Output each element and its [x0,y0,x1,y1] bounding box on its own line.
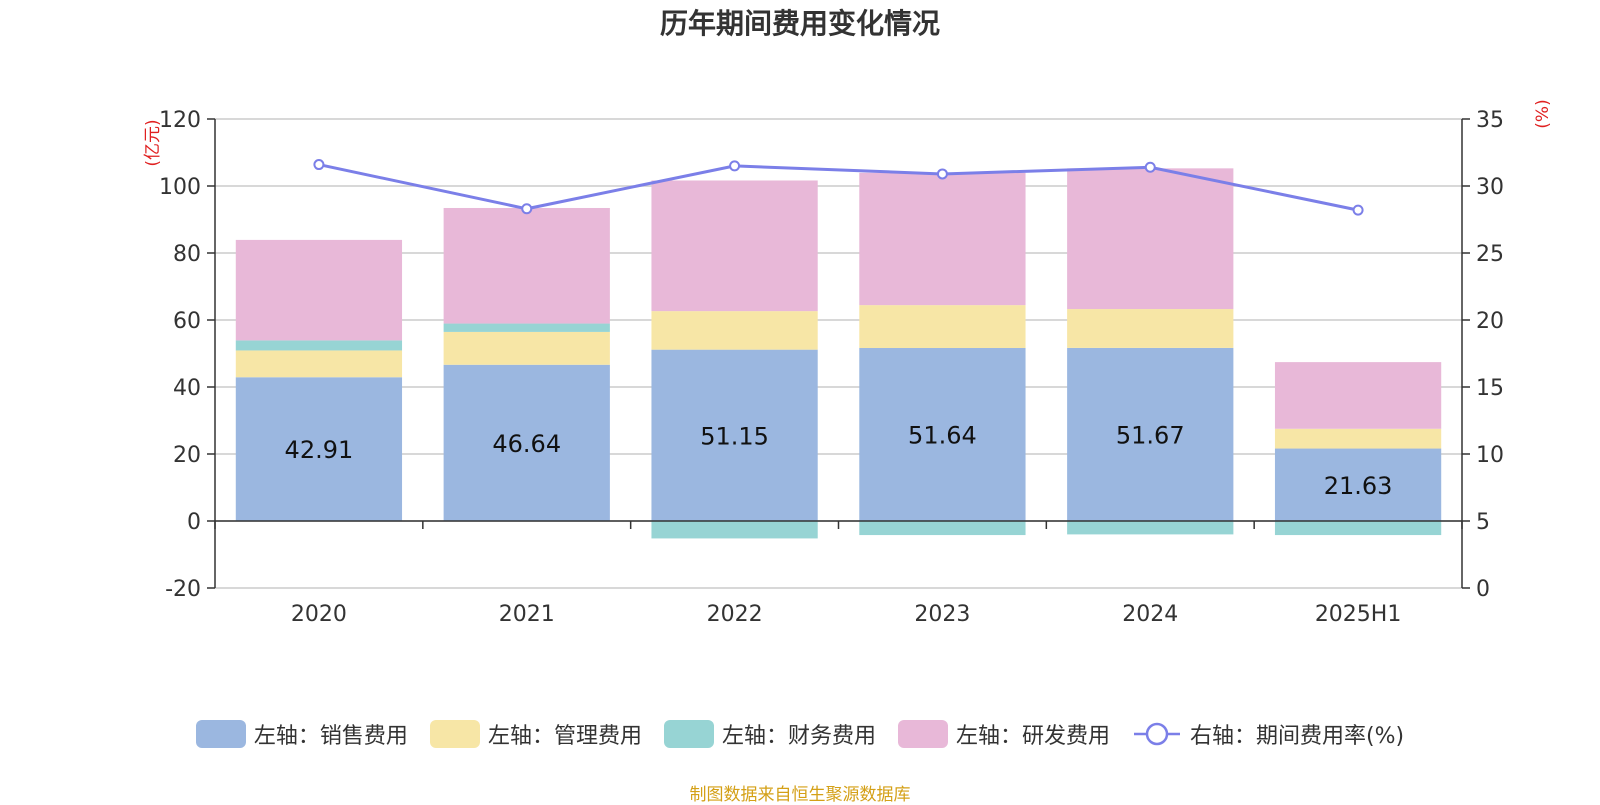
legend-item[interactable]: 左轴：销售费用 [195,718,408,750]
legend-label: 右轴：期间费用率(%) [1189,724,1405,749]
legend: 左轴：销售费用 左轴：管理费用 左轴：财务费用 左轴：研发费用 右轴：期间费用率(%) [0,718,1600,750]
bar-segment [1274,521,1442,536]
legend-swatch [195,720,246,748]
rate-line [313,159,1364,216]
right-tick-label: 30 [1476,175,1504,200]
left-tick-label: 60 [173,309,201,334]
bar-segment [1067,309,1234,348]
bar-segment [1067,347,1234,521]
right-tick-label: 20 [1476,309,1504,334]
legend-label: 左轴：销售费用 [253,724,408,749]
legend-swatch [663,720,714,748]
left-tick-label: 0 [187,510,201,535]
source-note: 制图数据来自恒生聚源数据库 [689,785,911,805]
bar-segment [1067,521,1234,535]
bar-segment [859,521,1026,536]
rate-point [729,160,741,172]
left-tick-label: 100 [159,175,201,200]
bar-value-label: 51.64 [908,422,977,450]
bar-segment [443,331,610,365]
bar-segment [859,348,1026,521]
chart-title: 历年期间费用变化情况 [659,7,940,40]
bar-value-label: 46.64 [492,430,561,458]
bar-segment [443,323,610,332]
bar-value-label: 21.63 [1324,472,1393,500]
legend-label: 左轴：研发费用 [955,724,1110,749]
left-tick-label: -20 [165,577,201,602]
legend-line-marker-icon [1133,722,1180,746]
x-tick-label: 2025H1 [1315,602,1402,627]
bar-segment [235,340,403,351]
legend-swatch [897,720,948,748]
bar-segment [1067,168,1234,310]
rate-point [313,159,325,171]
chart-plot: -20 0 20 40 60 80 100 120 0 5 10 15 20 25 30 35 2020 2021… [143,99,1553,627]
legend-item[interactable]: 左轴：管理费用 [429,718,642,750]
legend-label: 左轴：财务费用 [721,724,876,749]
right-axis-unit: (%) [1533,99,1553,128]
bar-segment [1274,428,1442,449]
right-tick-label: 15 [1476,376,1504,401]
bar-segment [651,349,818,521]
bars [235,168,1442,539]
bar-value-label: 51.67 [1116,421,1185,449]
bar-segment [235,350,403,378]
x-tick-label: 2023 [914,602,970,627]
left-tick-label: 120 [159,108,201,133]
right-tick-label: 25 [1476,242,1504,267]
bar-segment [651,311,818,350]
left-axis-unit: (亿元) [143,119,163,166]
bar-segment [859,305,1026,349]
legend-label: 左轴：管理费用 [487,724,642,749]
legend-item[interactable]: 左轴：研发费用 [897,718,1110,750]
bar-segment [651,521,818,539]
axes: -20 0 20 40 60 80 100 120 0 5 10 15 20 25 30 35 2020 2021… [143,99,1553,627]
bar-segment [235,239,403,341]
x-tick-label: 2020 [291,602,347,627]
right-tick-label: 35 [1476,108,1504,133]
right-tick-label: 10 [1476,443,1504,468]
left-tick-label: 40 [173,376,201,401]
bar-segment [859,172,1026,306]
x-tick-label: 2024 [1122,602,1178,627]
right-tick-label: 5 [1476,510,1490,535]
bar-segment [1274,448,1442,521]
legend-item[interactable]: 右轴：期间费用率(%) [1132,718,1404,750]
bar-segment [651,180,818,312]
bar-value-label: 42.91 [285,436,354,464]
x-tick-label: 2022 [707,602,763,627]
bar-value-label: 51.15 [700,422,769,450]
legend-swatch [429,720,480,748]
bar-segment [443,207,610,324]
rate-line-path [318,163,1359,212]
left-tick-label: 20 [173,443,201,468]
rate-point [1144,161,1156,173]
bar-segment [235,377,403,521]
right-tick-label: 0 [1476,577,1490,602]
data-labels: 42.91 46.64 51.15 51.64 51.67 21.63 [285,421,1393,499]
rate-point [521,203,533,215]
x-tick-label: 2021 [499,602,555,627]
bar-segment [1274,362,1442,429]
legend-item[interactable]: 左轴：财务费用 [663,718,876,750]
bar-segment [443,364,610,521]
rate-point [936,168,948,180]
left-tick-label: 80 [173,242,201,267]
rate-point [1352,204,1364,216]
